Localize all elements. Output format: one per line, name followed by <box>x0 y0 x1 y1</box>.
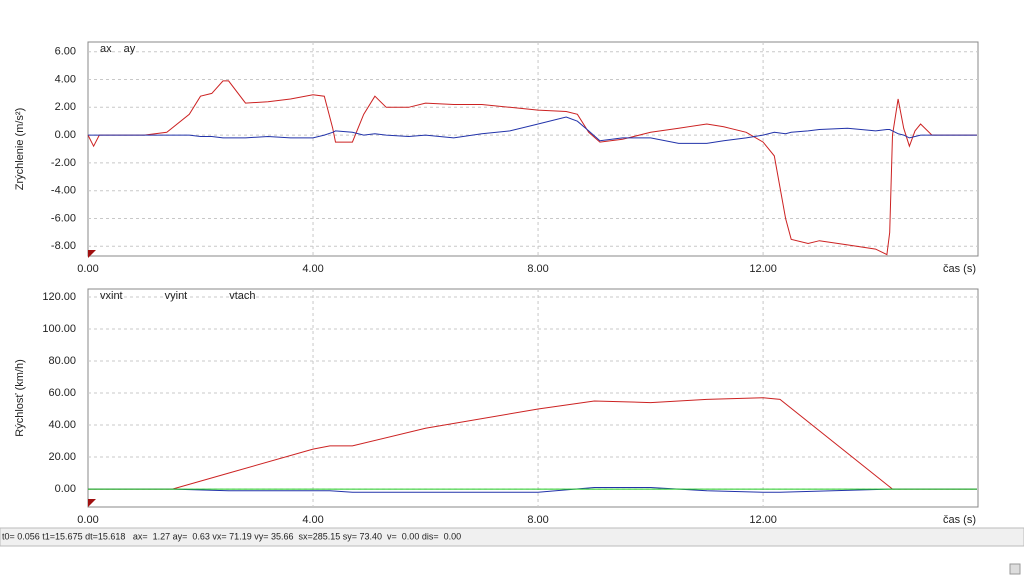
legend-entry: ay <box>124 43 136 55</box>
legend-entry: ax <box>100 43 112 55</box>
plot-frame <box>87 41 979 257</box>
y-tick-label: 100.00 <box>42 323 76 335</box>
y-tick-label: 2.00 <box>55 101 76 113</box>
cursor-marker <box>88 499 96 507</box>
legend-entry: vxint <box>100 290 123 302</box>
y-tick-label: 6.00 <box>55 46 76 58</box>
cursor-marker <box>88 250 96 258</box>
x-tick-label: 12.00 <box>749 514 777 526</box>
y-tick-label: 80.00 <box>48 355 76 367</box>
y-tick-label: -2.00 <box>51 157 76 169</box>
y-tick-label: -6.00 <box>51 212 76 224</box>
x-axis-label: čas (s) <box>943 514 976 526</box>
y-tick-label: 40.00 <box>48 419 76 431</box>
y-axis-label: Rýchlosť (km/h) <box>14 359 26 436</box>
y-tick-label: 0.00 <box>55 129 76 141</box>
x-tick-label: 12.00 <box>749 263 777 275</box>
x-tick-label: 8.00 <box>527 514 548 526</box>
resize-grip[interactable] <box>1009 563 1021 575</box>
y-tick-label: 20.00 <box>48 451 76 463</box>
y-tick-label: -4.00 <box>51 185 76 197</box>
x-tick-label: 4.00 <box>302 263 323 275</box>
series-line <box>88 397 977 490</box>
x-tick-label: 0.00 <box>77 514 98 526</box>
status-bar <box>0 527 1024 547</box>
legend-entry: vyint <box>165 290 188 302</box>
plot-frame <box>87 288 979 508</box>
y-tick-label: 60.00 <box>48 387 76 399</box>
y-tick-label: 4.00 <box>55 73 76 85</box>
series-line <box>88 487 977 493</box>
y-tick-label: 120.00 <box>42 291 76 303</box>
x-tick-label: 0.00 <box>77 263 98 275</box>
y-tick-label: 0.00 <box>55 483 76 495</box>
legend-entry: vtach <box>229 290 255 302</box>
series-line <box>87 80 977 256</box>
x-tick-label: 8.00 <box>527 263 548 275</box>
series-line <box>88 116 977 144</box>
y-axis-label: Zrýchlenie (m/s²) <box>14 108 26 191</box>
x-tick-label: 4.00 <box>302 514 323 526</box>
status-text: t0= 0.056 t1=15.675 dt=15.618 ax= 1.27 a… <box>2 531 461 541</box>
y-tick-label: -8.00 <box>51 240 76 252</box>
x-axis-label: čas (s) <box>943 263 976 275</box>
